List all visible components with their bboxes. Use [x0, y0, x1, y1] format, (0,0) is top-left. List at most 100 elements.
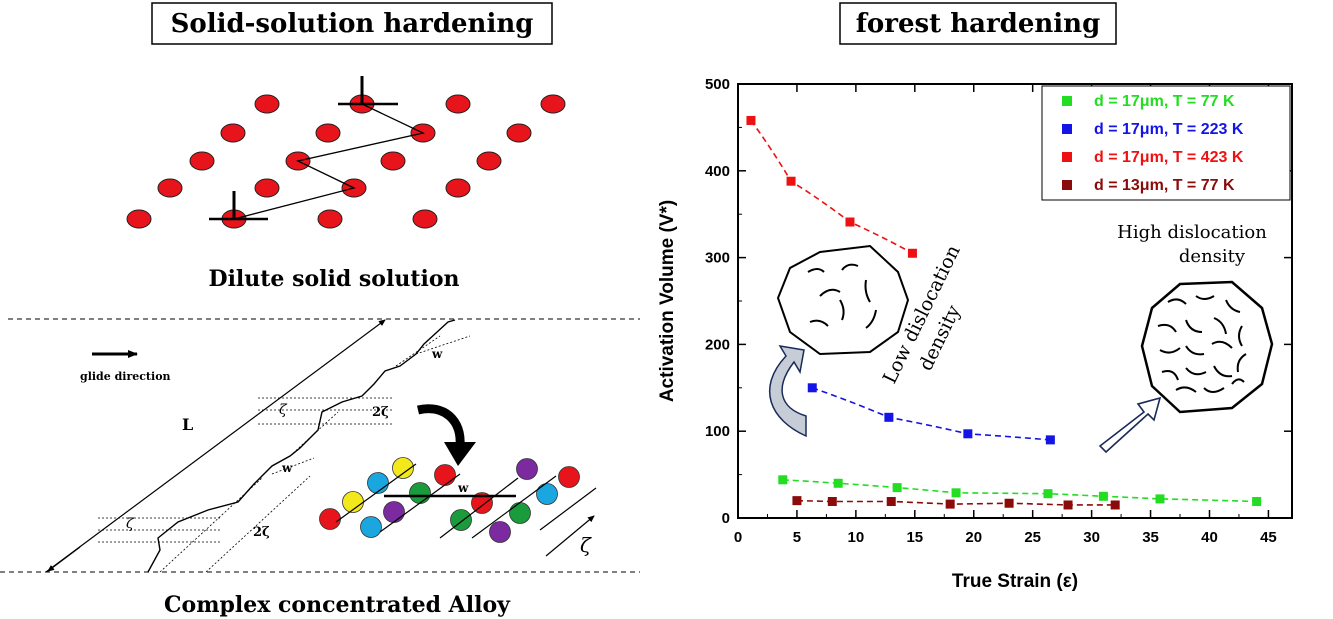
two-zeta-label-lower: 2ζ — [253, 525, 270, 540]
data-point-series-4 — [792, 496, 802, 506]
complex-caption: Complex concentrated Alloy — [164, 592, 511, 618]
data-point-series-1 — [951, 488, 961, 498]
solute-atom — [506, 123, 532, 143]
solute-atom — [315, 123, 341, 143]
right-title-box — [839, 2, 1117, 45]
x-tick-label: 25 — [1024, 529, 1041, 546]
alloy-atoms — [319, 457, 580, 543]
fit-curve-series-3 — [750, 119, 913, 254]
solute-atom — [189, 151, 215, 171]
solute-atom — [254, 178, 280, 198]
solute-atom — [157, 178, 183, 198]
y-axis-label: Activation Volume (V*) — [657, 200, 678, 402]
high-density-label-line1: High dislocation — [1117, 222, 1267, 243]
x-tick-label: 45 — [1260, 529, 1277, 546]
solute-atom — [380, 151, 406, 171]
left-title: Solid-solution hardening — [171, 9, 534, 39]
solute-atom — [476, 151, 502, 171]
legend-label: d = 13μm, T = 77 K — [1094, 177, 1235, 194]
dashed-guide-lines — [98, 335, 471, 573]
solute-atom — [126, 209, 152, 229]
fit-curve-series-1 — [782, 479, 1257, 503]
alloy-atom — [409, 482, 431, 504]
legend-marker — [1062, 96, 1072, 106]
zeta-label-lower: ζ — [126, 516, 135, 532]
legend-label: d = 17μm, T = 223 K — [1094, 121, 1244, 138]
data-point-series-1 — [778, 475, 788, 485]
x-tick-label: 10 — [848, 529, 865, 546]
data-points — [746, 115, 1262, 510]
curved-arrow — [416, 404, 465, 447]
data-point-series-1 — [1098, 491, 1108, 501]
data-point-series-3 — [746, 115, 756, 125]
high-density-arrow — [1098, 396, 1162, 454]
solute-atom — [540, 94, 566, 114]
y-tick-label: 300 — [705, 250, 730, 267]
dilute-lattice — [126, 94, 566, 229]
data-point-series-4 — [827, 497, 837, 507]
alloy-atom — [367, 472, 389, 494]
data-point-series-2 — [884, 412, 894, 422]
alloy-w-label: w — [457, 481, 469, 495]
dilute-caption: Dilute solid solution — [208, 266, 459, 292]
data-point-series-3 — [786, 176, 796, 186]
legend: d = 17μm, T = 77 K d = 17μm, T = 223 K d =… — [1041, 85, 1291, 201]
data-point-series-1 — [1043, 489, 1053, 499]
data-point-series-3 — [907, 248, 917, 258]
zeta-label-upper: ζ — [279, 402, 288, 418]
alloy-atom — [471, 492, 493, 514]
data-point-series-2 — [1045, 435, 1055, 445]
y-ticks: 0 100 200 300 400 500 — [705, 76, 1292, 527]
glide-direction-label: glide direction — [80, 370, 171, 383]
solute-atom — [412, 209, 438, 229]
data-point-series-4 — [886, 497, 896, 507]
y-tick-label: 400 — [705, 163, 730, 180]
data-point-series-3 — [845, 217, 855, 227]
alloy-atom — [392, 457, 414, 479]
line-label: L — [182, 415, 193, 434]
alloy-atom — [516, 458, 538, 480]
alloy-atom — [383, 501, 405, 523]
alloy-atom — [319, 508, 341, 530]
right-title: forest hardening — [856, 9, 1101, 39]
left-title-box — [151, 2, 553, 45]
x-tick-label: 0 — [734, 529, 742, 546]
dislocation-path — [209, 76, 425, 221]
x-tick-label: 35 — [1142, 529, 1159, 546]
legend-label: d = 17μm, T = 77 K — [1094, 93, 1235, 110]
alloy-zeta-label: ζ — [580, 533, 592, 557]
alloy-atom — [434, 464, 456, 486]
x-tick-label: 20 — [965, 529, 982, 546]
w-label-middle: w — [281, 461, 293, 475]
y-tick-label: 0 — [722, 510, 730, 527]
data-point-series-2 — [963, 429, 973, 439]
alloy-zeta-arrow — [545, 515, 595, 557]
legend-box — [1041, 85, 1291, 201]
x-tick-label: 40 — [1201, 529, 1218, 546]
solute-atom — [220, 123, 246, 143]
right-panel: forest hardening 0 5 10 15 20 25 30 35 40 45 0 100… — [657, 2, 1293, 592]
y-tick-label: 200 — [705, 336, 730, 353]
x-tick-label: 15 — [906, 529, 923, 546]
solute-atom — [317, 209, 343, 229]
alloy-lines — [335, 463, 597, 539]
straight-line-lower-arrow — [47, 546, 81, 572]
legend-marker — [1062, 180, 1072, 190]
y-tick-label: 500 — [705, 76, 730, 93]
solute-atom — [254, 94, 280, 114]
left-panel: Solid-solution hardening Dilute solid so… — [0, 2, 640, 618]
low-density-dislocations — [807, 263, 877, 329]
w-label-upper: w — [431, 347, 443, 361]
data-point-series-1 — [1155, 494, 1165, 504]
solute-atom — [445, 94, 471, 114]
curved-arrow-head — [444, 442, 476, 466]
legend-label: d = 17μm, T = 423 K — [1094, 149, 1244, 166]
alloy-atom — [509, 502, 531, 524]
x-tick-label: 5 — [793, 529, 801, 546]
x-axis-label: True Strain (ε) — [952, 571, 1078, 592]
fit-curve-series-2 — [811, 387, 1051, 441]
chart: 0 5 10 15 20 25 30 35 40 45 0 100 200 300 400 500 True… — [657, 76, 1293, 592]
high-density-dislocations — [1157, 295, 1247, 393]
alloy-atom — [558, 466, 580, 488]
